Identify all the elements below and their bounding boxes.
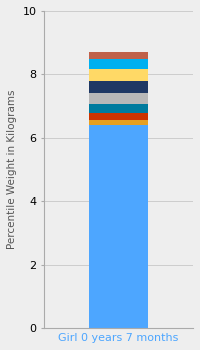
Bar bbox=[89, 104, 148, 113]
Bar bbox=[89, 69, 148, 81]
Bar bbox=[89, 81, 148, 93]
Bar bbox=[89, 93, 148, 104]
Bar bbox=[89, 59, 148, 69]
Y-axis label: Percentile Weight in Kilograms: Percentile Weight in Kilograms bbox=[7, 90, 17, 249]
Bar bbox=[89, 125, 148, 328]
Bar bbox=[89, 113, 148, 120]
Bar bbox=[89, 120, 148, 125]
Bar bbox=[89, 52, 148, 59]
